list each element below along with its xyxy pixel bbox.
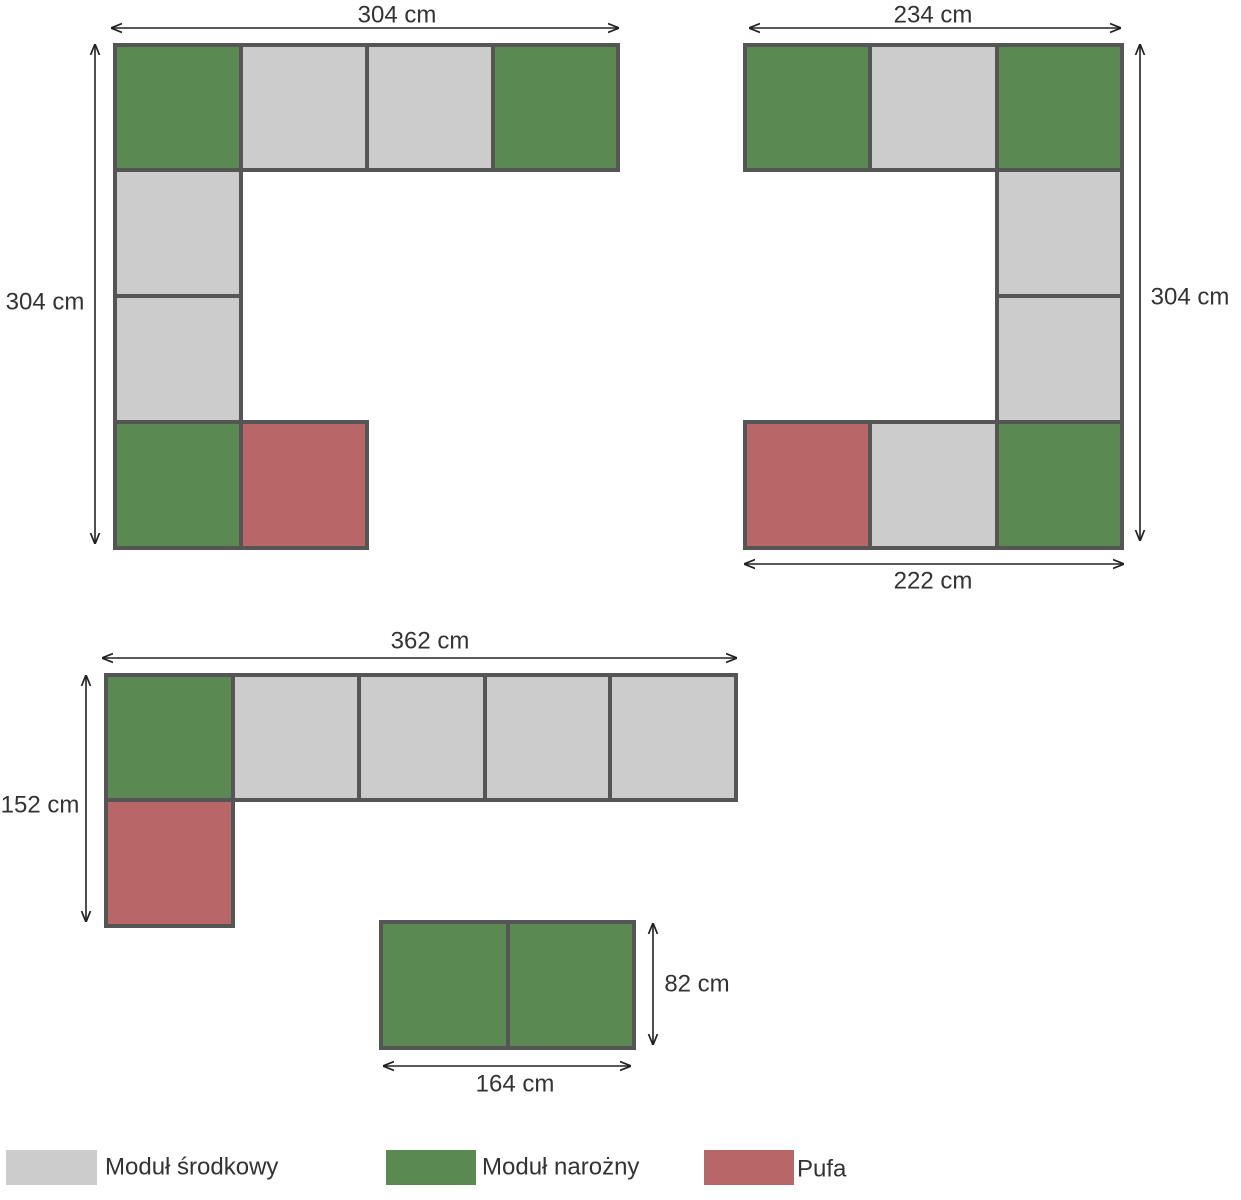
middle-module <box>113 168 243 298</box>
middle-module <box>113 294 243 424</box>
dimension-label: 152 cm <box>1 791 80 818</box>
dimension-label: 304 cm <box>6 288 85 315</box>
dimension-label: 362 cm <box>391 627 470 654</box>
dimension-label: 234 cm <box>894 1 973 28</box>
dimension-label: 222 cm <box>894 567 973 594</box>
pouf <box>743 420 872 550</box>
pouf <box>104 798 235 928</box>
corner-module <box>506 920 636 1050</box>
layout-3 <box>104 673 738 928</box>
middle-module <box>231 673 361 802</box>
corner-module <box>379 920 510 1050</box>
layout-4 <box>379 920 636 1050</box>
dimension-label: 164 cm <box>476 1070 555 1097</box>
middle-module <box>365 43 495 172</box>
legend-label: Moduł środkowy <box>105 1153 278 1180</box>
dimension-label: 82 cm <box>664 970 729 997</box>
legend-label: Pufa <box>797 1155 847 1182</box>
dimension-label: 304 cm <box>1151 283 1230 310</box>
dimension-label: 304 cm <box>358 1 437 28</box>
middle-module <box>868 420 999 550</box>
corner-module <box>743 43 872 172</box>
corner-module <box>491 43 620 172</box>
middle-module <box>483 673 612 802</box>
middle-module <box>357 673 487 802</box>
legend-label: Moduł narożny <box>482 1153 639 1180</box>
middle-module <box>995 294 1124 424</box>
legend: Moduł środkowy Moduł narożny Pufa <box>6 1150 847 1185</box>
middle-module <box>868 43 999 172</box>
middle-module <box>608 673 738 802</box>
legend-swatch <box>6 1150 97 1185</box>
legend-swatch <box>386 1150 476 1185</box>
corner-module <box>995 420 1124 550</box>
corner-module <box>104 673 235 802</box>
middle-module <box>995 168 1124 298</box>
layout-2 <box>743 43 1124 550</box>
pouf <box>239 420 369 550</box>
middle-module <box>239 43 369 172</box>
corner-module <box>113 420 243 550</box>
corner-module <box>995 43 1124 172</box>
legend-swatch <box>704 1150 794 1185</box>
corner-module <box>113 43 243 172</box>
layout-1 <box>113 43 620 550</box>
